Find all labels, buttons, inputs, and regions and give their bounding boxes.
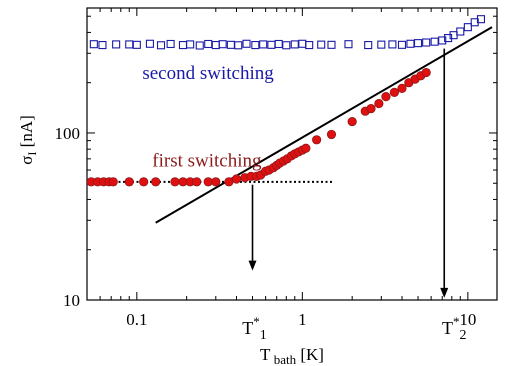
y-axis-label: σI [nA] [17, 115, 39, 165]
series-annotation: first switching [152, 150, 262, 171]
first-switching-point [374, 98, 384, 109]
second-switching-point [145, 39, 154, 48]
second-switching-point [388, 40, 397, 49]
first-switching-point [192, 177, 202, 187]
first-switching-point [203, 177, 213, 187]
second-switching-point [422, 38, 431, 47]
second-switching-point [364, 41, 373, 50]
arrow-label: T*2 [442, 314, 467, 343]
second-switching-point [204, 39, 213, 49]
first-switching-point [224, 177, 234, 187]
second-switching-point [463, 23, 472, 32]
second-switching-point [89, 40, 98, 49]
x-tick-label: 1 [298, 310, 307, 329]
second-switching-point [251, 41, 260, 50]
x-tick-label: 10 [459, 310, 476, 329]
second-switching-point [242, 39, 251, 48]
second-switching-point [156, 41, 166, 50]
second-switching-point [259, 40, 268, 49]
second-switching-point [290, 40, 299, 49]
second-switching-point [406, 39, 415, 48]
arrow-head [440, 287, 449, 298]
first-switching-point [139, 177, 149, 187]
second-switching-point [413, 39, 423, 48]
x-axis-label: T bath [K] [260, 345, 324, 366]
fit-line [155, 26, 493, 224]
second-switching-point [195, 41, 204, 50]
second-switching-point [456, 27, 465, 36]
second-switching-point [218, 40, 227, 49]
series-annotation: second switching [142, 63, 274, 84]
x-tick-label: 0.1 [126, 310, 147, 329]
first-switching-point [366, 103, 376, 114]
second-switching-point [226, 40, 235, 49]
first-switching-point [347, 116, 357, 127]
second-switching-point [438, 36, 447, 45]
first-switching-point [397, 83, 407, 93]
second-switching-point [186, 40, 195, 49]
reference-lines [87, 26, 493, 224]
axis-ticks: 0.1 1 10 10 100 [55, 8, 497, 329]
first-switching-point [211, 177, 221, 187]
series-first-switching [87, 67, 431, 187]
second-switching-point [274, 39, 283, 49]
second-switching-point [397, 40, 407, 49]
arrows: T*1 T*2 [242, 48, 467, 343]
second-switching-point [476, 15, 486, 24]
second-switching-point [234, 41, 243, 50]
first-switching-point [381, 92, 391, 102]
second-switching-point [317, 40, 326, 49]
plot-frame [86, 7, 498, 301]
second-switching-point [98, 41, 107, 50]
second-switching-point [430, 37, 439, 46]
second-switching-point [211, 41, 220, 50]
arrow-head [248, 260, 257, 271]
second-switching-point [166, 39, 175, 49]
second-switching-point [282, 41, 291, 50]
second-switching-point [298, 39, 307, 48]
series-second-switching [89, 15, 486, 50]
first-switching-point [124, 177, 134, 187]
first-switching-point [231, 174, 242, 184]
second-switching-point [344, 40, 353, 49]
y-tick-label: 100 [55, 124, 81, 143]
second-switching-point [267, 40, 276, 49]
second-switching-point [125, 40, 134, 49]
second-switching-point [112, 40, 121, 49]
first-switching-point [108, 177, 118, 187]
first-switching-point [389, 87, 400, 97]
second-switching-point [132, 40, 141, 49]
first-switching-point [312, 135, 322, 145]
second-switching-point [377, 40, 386, 49]
second-switching-point [444, 34, 453, 43]
second-switching-point [178, 41, 188, 50]
first-switching-point [421, 67, 431, 78]
first-switching-point [151, 177, 161, 187]
second-switching-point [305, 41, 314, 50]
second-switching-point [327, 40, 336, 49]
arrow-label: T*1 [242, 314, 267, 343]
first-switching-point [170, 177, 180, 187]
first-switching-point [326, 129, 337, 140]
y-tick-label: 10 [63, 291, 80, 310]
labels: first switching second switching T bath [K… [17, 63, 324, 366]
first-switching-point [301, 143, 311, 153]
